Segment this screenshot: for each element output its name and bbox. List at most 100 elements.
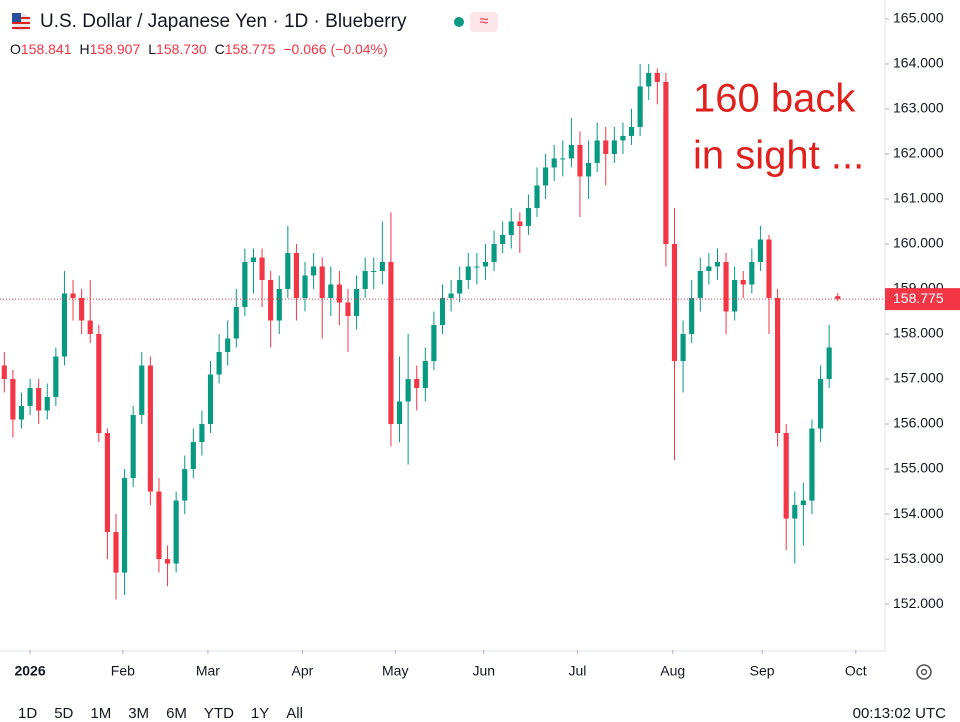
range-button[interactable]: 1Y xyxy=(251,705,269,722)
candle-body xyxy=(740,279,746,285)
candle-body xyxy=(431,325,437,362)
candle-body xyxy=(130,415,136,479)
candle-body xyxy=(414,379,420,389)
candle-body xyxy=(817,379,824,429)
candle-body xyxy=(44,397,50,411)
candle-body xyxy=(1,365,7,380)
annotation: in sight ... xyxy=(693,134,864,178)
candle-body xyxy=(18,406,25,420)
candle-body xyxy=(79,297,85,321)
candle-body xyxy=(405,379,411,402)
candle-body xyxy=(336,284,342,303)
candle-body xyxy=(766,239,772,298)
candle-body xyxy=(70,293,76,298)
candle-body xyxy=(27,388,33,407)
candle-body xyxy=(190,442,196,470)
candle-body xyxy=(259,257,265,280)
candle-body xyxy=(422,361,428,389)
x-tick-label: Apr xyxy=(292,663,314,679)
candle-body xyxy=(671,243,678,362)
status-dot xyxy=(454,17,464,27)
x-tick-label: May xyxy=(382,663,408,679)
candle-body xyxy=(104,433,110,533)
candle-body xyxy=(139,365,145,416)
candle-body xyxy=(697,270,703,298)
ohlc-key: O xyxy=(10,41,21,57)
candle-body xyxy=(551,158,557,168)
y-tick-label: 164.000 xyxy=(893,55,944,71)
range-button[interactable]: 1D xyxy=(18,705,37,722)
candle-body xyxy=(800,500,806,506)
candle-body xyxy=(156,491,162,560)
candle-body xyxy=(663,81,669,244)
candle-body xyxy=(543,167,549,186)
candle-body xyxy=(10,379,16,420)
annotation: 160 back xyxy=(693,77,856,121)
candle-body xyxy=(87,320,93,335)
candle-body xyxy=(173,500,179,564)
y-tick-label: 161.000 xyxy=(893,190,944,206)
candle-body xyxy=(517,221,523,226)
candle-body xyxy=(732,279,738,312)
range-button[interactable]: 5D xyxy=(54,705,73,722)
y-tick-label: 163.000 xyxy=(893,100,944,116)
candle-body xyxy=(268,279,274,321)
candle-body xyxy=(233,306,239,339)
candle-body xyxy=(792,505,798,519)
candle-body xyxy=(465,266,471,280)
ohlc-key: C xyxy=(215,41,225,57)
candle-body xyxy=(293,252,300,298)
range-button[interactable]: 3M xyxy=(128,705,149,722)
x-tick-label: Mar xyxy=(196,663,220,679)
x-tick-label: Jul xyxy=(568,663,586,679)
candle-body xyxy=(714,261,721,267)
candle-body xyxy=(439,297,446,325)
candle-body xyxy=(783,433,789,519)
price-change: −0.066 (−0.04%) xyxy=(283,41,387,57)
candle-body xyxy=(646,72,652,87)
settings-icon[interactable] xyxy=(916,664,932,680)
candle-body xyxy=(448,293,454,298)
candle-body xyxy=(147,365,153,492)
y-tick-label: 154.000 xyxy=(893,505,944,521)
candle-body xyxy=(199,424,205,443)
flag-icon xyxy=(12,13,30,31)
y-tick-label: 155.000 xyxy=(893,460,944,476)
candle-body xyxy=(225,338,231,353)
y-tick-label: 157.000 xyxy=(893,370,944,386)
range-button[interactable]: 6M xyxy=(166,705,187,722)
candle-body xyxy=(276,288,282,321)
candle-body xyxy=(53,356,59,398)
candle-body xyxy=(354,288,360,316)
candle-body xyxy=(328,284,334,298)
candle-body xyxy=(482,261,489,267)
candle-body xyxy=(61,293,68,357)
candle-body xyxy=(525,207,531,226)
y-tick-label: 165.000 xyxy=(893,10,944,26)
candle-body xyxy=(757,239,763,262)
ohlc-value: 158.907 xyxy=(90,41,141,57)
candle-body xyxy=(242,261,248,307)
candle-body xyxy=(611,140,617,154)
candle-body xyxy=(182,469,188,501)
x-tick-label: 2026 xyxy=(14,663,45,679)
candle-body xyxy=(491,243,497,262)
candle-body xyxy=(577,144,583,177)
range-button[interactable]: All xyxy=(286,705,303,722)
candle-body xyxy=(96,334,102,434)
footer: 1D 5D 1M 3M 6M YTD 1Y All xyxy=(18,705,303,722)
candle-body xyxy=(508,221,514,235)
candle-body xyxy=(362,270,368,289)
candle-body xyxy=(207,374,214,425)
candle-body xyxy=(396,401,403,425)
ohlc-value: 158.841 xyxy=(21,41,72,57)
y-tick-label: 152.000 xyxy=(893,595,944,611)
status-badge xyxy=(470,12,498,32)
candle-body xyxy=(620,135,626,141)
candle-body xyxy=(603,140,609,154)
last-price-tag xyxy=(885,288,960,311)
candle-body xyxy=(113,532,119,573)
range-button[interactable]: 1M xyxy=(90,705,111,722)
range-button[interactable]: YTD xyxy=(204,705,234,722)
